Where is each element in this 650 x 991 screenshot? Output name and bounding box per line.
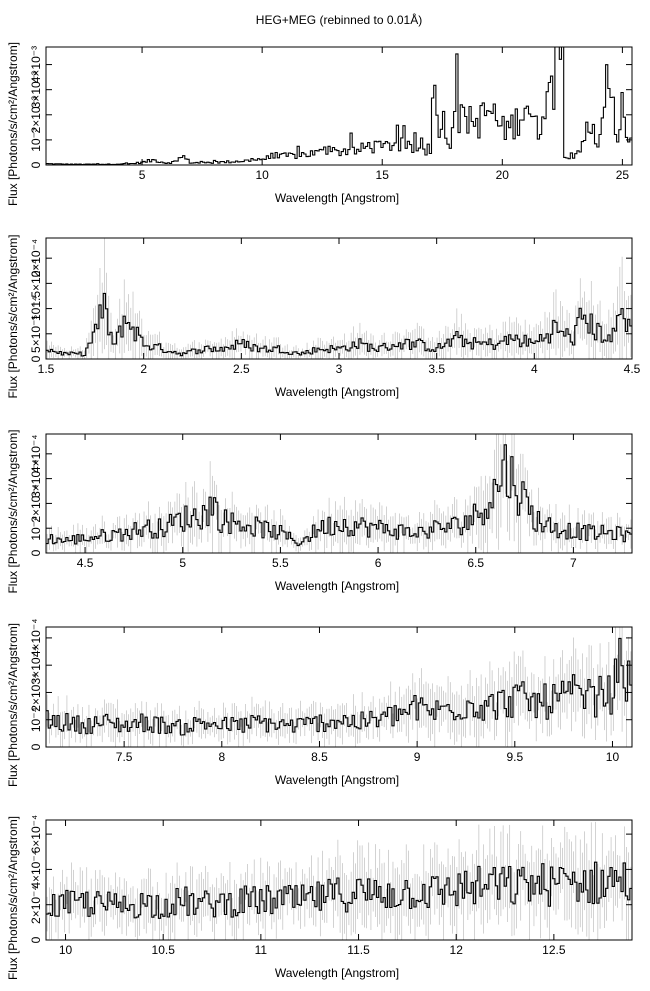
x-tick-label: 9 (414, 750, 421, 764)
figure-title: HEG+MEG (rebinned to 0.01Å) (256, 12, 422, 27)
plot-frame (45, 46, 633, 166)
x-tick-label: 10 (606, 750, 620, 764)
x-tick-label: 2.5 (233, 362, 250, 376)
y-axis-label: Flux [Photons/s/cm²/Angstrom] (6, 429, 20, 593)
y-tick-label: 5×10⁻⁵ (29, 315, 43, 353)
y-tick-label: 10⁻⁴ (29, 707, 43, 732)
spectrum-line (46, 292, 632, 357)
x-tick-label: 6 (375, 556, 382, 570)
x-tick-label: 5 (179, 556, 186, 570)
y-axis-label: Flux [Photons/s/cm²/Angstrom] (6, 234, 20, 398)
y-tick-label: 4×10⁻⁴ (29, 435, 43, 474)
y-tick-label: 3×10⁻³ (29, 71, 43, 108)
y-tick-label: 2×10⁻³ (29, 96, 43, 133)
x-tick-label: 3 (336, 362, 343, 376)
y-tick-label: 2×10⁻⁴ (29, 484, 43, 523)
plot-frame (45, 626, 633, 748)
y-tick-label: 0 (29, 355, 43, 362)
y-axis-label: Flux [Photons/s/cm²/Angstrom] (6, 42, 20, 206)
x-tick-label: 4.5 (624, 362, 641, 376)
x-axis-label: Wavelength [Angstrom] (275, 579, 399, 593)
x-tick-label: 9.5 (506, 750, 523, 764)
x-tick-label: 5 (139, 168, 146, 182)
spectrum-line (46, 637, 632, 736)
panel-3: 4.5 5 5.5 6 6.5 7 0 10⁻⁴2×10⁻⁴3×10⁻⁴4×10⁻⁴ Wavel… (6, 429, 633, 594)
x-tick-label: 11 (255, 943, 268, 957)
y-tick-label: 0 (29, 161, 43, 168)
spectrum-line (46, 861, 632, 919)
x-tick-label: 1.5 (38, 362, 55, 376)
x-axis-label: Wavelength [Angstrom] (275, 773, 399, 787)
y-tick-label: 4×10⁻³ (29, 46, 43, 83)
x-tick-label: 15 (376, 168, 390, 182)
y-tick-label: 10⁻⁴ (29, 296, 43, 321)
y-tick-label: 0 (29, 936, 43, 943)
x-tick-label: 4 (531, 362, 538, 376)
x-tick-label: 2 (140, 362, 147, 376)
plot-frame (45, 433, 633, 554)
x-tick-label: 7.5 (116, 750, 133, 764)
y-tick-label: 1.5×10⁻⁴ (29, 259, 43, 308)
error-bars (46, 627, 632, 747)
x-tick-label: 10 (255, 168, 269, 182)
x-axis-label: Wavelength [Angstrom] (275, 191, 399, 205)
y-axis-label: Flux [Photons/s/cm²/Angstrom] (6, 816, 20, 980)
x-tick-label: 12.5 (542, 943, 566, 957)
y-tick-label: 6×10⁻⁴ (29, 815, 43, 854)
x-tick-label: 11.5 (347, 943, 370, 957)
spectrum-line (46, 47, 632, 165)
y-tick-label: 10⁻⁴ (29, 516, 43, 541)
x-tick-label: 8 (218, 750, 225, 764)
x-tick-label: 10 (59, 943, 73, 957)
spectrum-line (46, 444, 632, 547)
x-tick-label: 5.5 (272, 556, 289, 570)
x-axis-label: Wavelength [Angstrom] (275, 966, 399, 980)
y-tick-label: 2×10⁻⁴ (29, 885, 43, 924)
y-tick-label: 3×10⁻⁴ (29, 459, 43, 498)
y-tick-label: 4×10⁻⁴ (29, 850, 43, 889)
y-tick-label: 2×10⁻⁴ (29, 673, 43, 712)
panel-1: 5 10 15 20 25 0 10⁻³2×10⁻³3×10⁻³4×10⁻³ Waveleng… (6, 42, 633, 206)
y-tick-label: 0 (29, 743, 43, 750)
x-tick-label: 4.5 (77, 556, 94, 570)
panel-2: 1.5 2 2.5 3 3.5 4 4.5 0 5×10⁻⁵10⁻⁴1.5×10⁻⁴2×10⁻⁴… (6, 234, 641, 399)
x-tick-label: 8.5 (311, 750, 328, 764)
y-tick-label: 0 (29, 549, 43, 556)
x-axis-label: Wavelength [Angstrom] (275, 385, 399, 399)
y-tick-label: 2×10⁻⁴ (29, 239, 43, 278)
x-tick-label: 12 (450, 943, 464, 957)
x-tick-label: 20 (496, 168, 510, 182)
x-tick-label: 3.5 (428, 362, 445, 376)
x-tick-label: 7 (570, 556, 577, 570)
x-tick-label: 25 (616, 168, 630, 182)
y-tick-label: 10⁻³ (29, 128, 43, 152)
y-tick-label: 3×10⁻⁴ (29, 646, 43, 685)
y-tick-label: 4×10⁻⁴ (29, 619, 43, 658)
panel-4: 7.5 8 8.5 9 9.5 10 0 10⁻⁴2×10⁻⁴3×10⁻⁴4×10⁻⁴ Wave… (6, 619, 633, 787)
x-tick-label: 6.5 (467, 556, 484, 570)
y-axis-label: Flux [Photons/s/cm²/Angstrom] (6, 623, 20, 787)
plot-frame (45, 819, 633, 941)
panel-5: 10 10.5 11 11.5 12 12.5 0 2×10⁻⁴4×10⁻⁴6×10⁻⁴ Wav… (6, 815, 633, 980)
x-tick-label: 10.5 (152, 943, 176, 957)
